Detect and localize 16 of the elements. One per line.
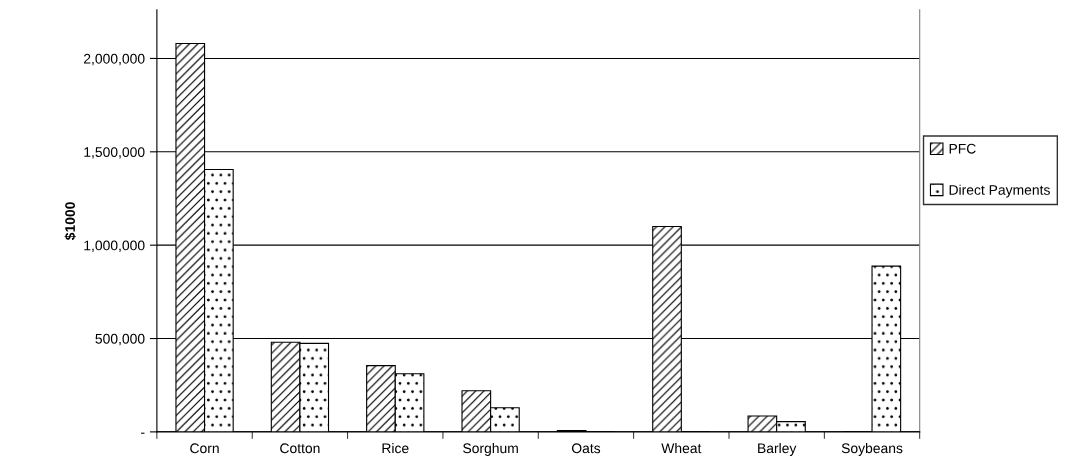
x-tick-label: Wheat bbox=[661, 442, 702, 454]
x-tick-label: Rice bbox=[382, 442, 409, 454]
x-tick-label: Cotton bbox=[280, 443, 320, 454]
y-axis-title: $1000 bbox=[64, 202, 76, 241]
x-tick-label: Corn bbox=[190, 443, 219, 454]
y-tick-label: 1,000,000 bbox=[84, 240, 145, 252]
y-tick-label: 1,500,000 bbox=[84, 147, 145, 159]
x-tick-label: Sorghum bbox=[463, 442, 518, 456]
legend-label: Direct Payments bbox=[949, 184, 1050, 198]
x-tick-label: Soybeans bbox=[841, 442, 903, 456]
x-tick-label: Barley bbox=[758, 442, 797, 456]
y-tick-label: 500,000 bbox=[95, 333, 145, 346]
y-tick-label: 2,000,000 bbox=[84, 53, 145, 66]
legend-label: PFC bbox=[949, 143, 976, 154]
y-tick-label: - bbox=[141, 432, 145, 434]
x-tick-label: Oats bbox=[571, 443, 601, 454]
